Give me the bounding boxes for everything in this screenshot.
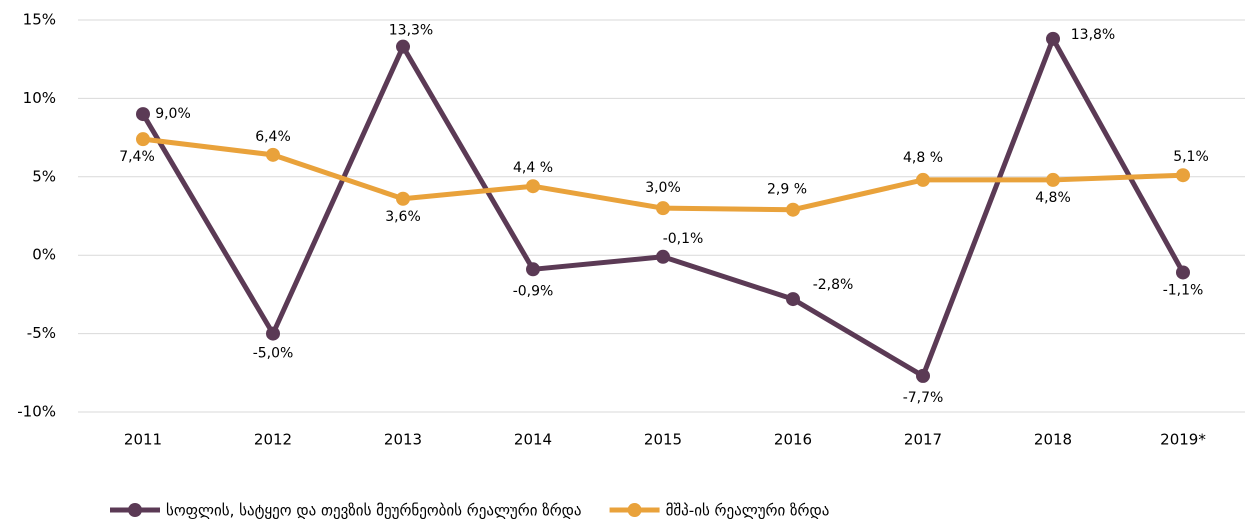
- series-line: [142, 136, 1184, 213]
- point: [136, 107, 150, 122]
- y-tick-label: 10%: [23, 89, 56, 107]
- data-label: -0,9%: [513, 283, 554, 299]
- point: [1176, 265, 1190, 280]
- x-tick-label: 2013: [384, 431, 422, 449]
- data-label: 3,0%: [645, 180, 681, 196]
- x-tick-label: 2017: [904, 431, 942, 449]
- point: [786, 292, 800, 307]
- data-label: 4,4 %: [513, 160, 553, 176]
- data-label: 6,4%: [255, 129, 291, 145]
- data-label: 9,0%: [155, 106, 191, 122]
- y-tick-label: -5%: [27, 324, 56, 342]
- point: [266, 147, 280, 162]
- legend-label: მშპ-ის რეალური ზრდა: [666, 502, 830, 520]
- data-label: -7,7%: [903, 390, 944, 406]
- point: [1046, 172, 1060, 187]
- legend-marker: [627, 503, 642, 517]
- point: [656, 201, 670, 216]
- legend-marker: [128, 503, 142, 517]
- point: [396, 191, 410, 206]
- point: [266, 326, 280, 341]
- x-tick-label: 2019*: [1160, 431, 1206, 449]
- data-label: 7,4%: [119, 149, 155, 165]
- point: [396, 39, 410, 54]
- x-tick-label: 2015: [644, 431, 682, 449]
- legend-label: სოფლის, სატყეო და თევზის მეურნეობის რეალ…: [166, 502, 582, 520]
- point: [656, 249, 670, 264]
- point: [786, 202, 800, 217]
- x-tick-label: 2018: [1034, 431, 1072, 449]
- x-tick-label: 2011: [124, 431, 162, 449]
- point: [1176, 168, 1190, 183]
- point: [526, 262, 540, 277]
- data-label: 4,8 %: [903, 150, 943, 166]
- data-label: -2,8%: [813, 277, 854, 293]
- x-tick-label: 2016: [774, 431, 812, 449]
- data-label: -0,1%: [663, 231, 704, 247]
- data-label: 13,3%: [389, 23, 433, 39]
- data-label: 2,9 %: [767, 182, 807, 198]
- x-tick-label: 2012: [254, 431, 292, 449]
- y-tick-label: 15%: [23, 11, 56, 29]
- data-label: 4,8%: [1035, 190, 1071, 206]
- data-label: 5,1%: [1173, 149, 1209, 165]
- point: [526, 179, 540, 194]
- data-label: 13,8%: [1071, 27, 1115, 43]
- y-tick-label: 5%: [32, 167, 56, 185]
- x-tick-label: 2014: [514, 431, 552, 449]
- data-label: -5,0%: [253, 346, 294, 362]
- data-label: 3,6%: [385, 209, 421, 225]
- data-label: -1,1%: [1163, 282, 1204, 298]
- point: [916, 368, 930, 383]
- y-tick-label: 0%: [32, 246, 56, 264]
- point: [136, 132, 150, 147]
- point: [916, 172, 930, 187]
- y-tick-label: -10%: [17, 403, 56, 421]
- point: [1046, 31, 1060, 46]
